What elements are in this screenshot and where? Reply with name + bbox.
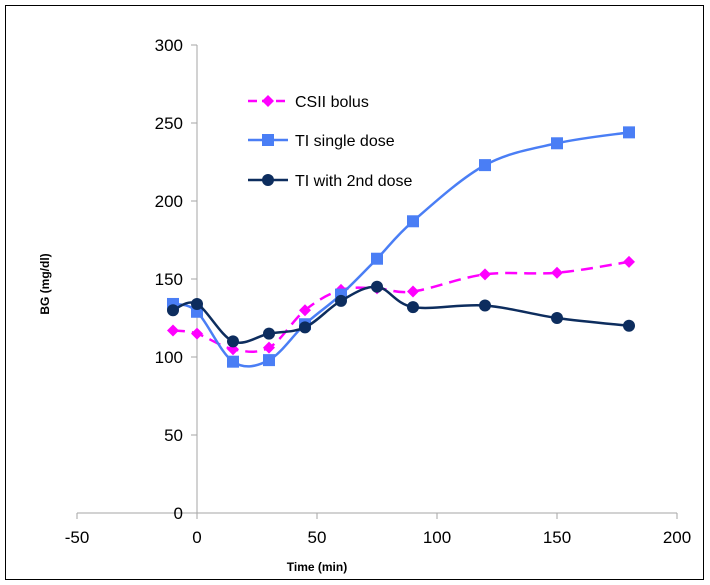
data-point-circle — [263, 327, 275, 340]
data-point-circle — [191, 297, 203, 310]
series-layer — [167, 126, 635, 368]
data-point-circle — [299, 321, 311, 334]
data-point-square — [551, 137, 563, 150]
data-point-circle — [167, 304, 179, 317]
y-tick-label: 150 — [155, 270, 183, 289]
x-tick-label: 0 — [192, 528, 201, 547]
data-point-circle — [551, 312, 563, 324]
x-tick-label: 150 — [543, 528, 571, 547]
y-tick-label: 250 — [155, 114, 183, 133]
data-point-diamond — [623, 255, 635, 268]
legend-entry: TI with 2nd dose — [248, 173, 413, 190]
ticks-layer: 0 50 100 150 200 250 300 -50 0 50 100 150 200 — [65, 36, 691, 547]
data-point-circle — [623, 319, 635, 332]
data-point-square — [227, 355, 239, 368]
x-axis-title: Time (min) — [287, 560, 347, 574]
legend-entry: TI single dose — [248, 133, 395, 150]
x-tick-label: -50 — [65, 528, 90, 547]
data-point-circle — [335, 294, 347, 307]
series-line — [172, 260, 630, 353]
data-point-circle — [479, 299, 491, 312]
y-tick-label: 0 — [174, 504, 183, 523]
y-tick-label: 100 — [155, 348, 183, 367]
legend-label: TI single dose — [295, 133, 395, 150]
y-tick-label: 200 — [155, 192, 183, 211]
legend-label: TI with 2nd dose — [295, 173, 413, 190]
data-point-square — [623, 126, 635, 139]
legend: CSII bolus TI single dose TI with 2nd dose — [248, 94, 413, 190]
data-point-square — [479, 159, 491, 172]
data-point-diamond — [551, 266, 563, 279]
data-point-diamond — [263, 341, 275, 354]
y-axis-title: BG (mg/dl) — [38, 253, 52, 314]
legend-marker — [262, 134, 274, 146]
series-ti-with-2nd-dose — [167, 280, 635, 348]
y-tick-label: 300 — [155, 36, 183, 55]
data-point-circle — [227, 335, 239, 348]
legend-marker — [262, 95, 274, 107]
series-ti-single-dose — [167, 126, 635, 368]
data-point-diamond — [191, 327, 203, 340]
data-point-diamond — [479, 268, 491, 281]
data-point-square — [371, 252, 383, 265]
data-point-circle — [371, 280, 383, 293]
x-tick-label: 50 — [308, 528, 327, 547]
y-tick-label: 50 — [164, 426, 183, 445]
data-point-diamond — [299, 304, 311, 317]
data-point-diamond — [407, 285, 419, 298]
legend-entry: CSII bolus — [248, 94, 369, 111]
x-tick-label: 100 — [423, 528, 451, 547]
legend-label: CSII bolus — [295, 94, 369, 111]
series-line — [172, 131, 630, 368]
x-tick-label: 200 — [663, 528, 691, 547]
data-point-circle — [407, 301, 419, 314]
legend-marker — [262, 174, 274, 186]
data-point-square — [263, 354, 275, 367]
data-point-diamond — [167, 324, 179, 337]
data-point-square — [407, 215, 419, 228]
